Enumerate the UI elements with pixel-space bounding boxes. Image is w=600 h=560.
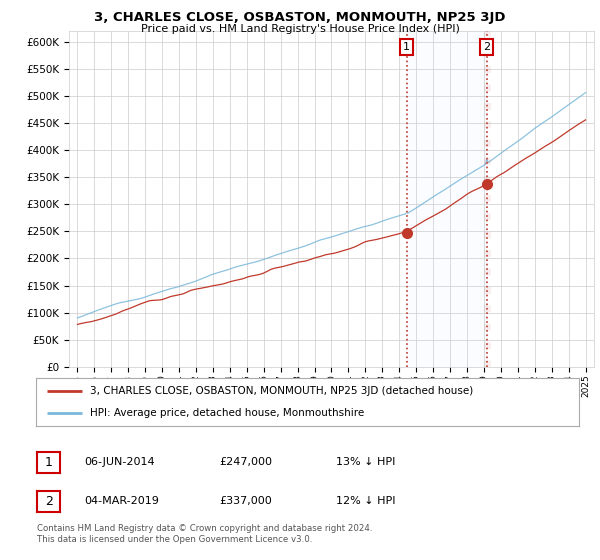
Bar	[407, 31, 487, 367]
Text: HPI: Average price, detached house, Monmouthshire: HPI: Average price, detached house, Monm…	[91, 408, 365, 418]
Text: 1: 1	[44, 456, 53, 469]
Text: 3, CHARLES CLOSE, OSBASTON, MONMOUTH, NP25 3JD: 3, CHARLES CLOSE, OSBASTON, MONMOUTH, NP…	[94, 11, 506, 24]
Text: £337,000: £337,000	[219, 496, 272, 506]
Text: 2: 2	[483, 42, 490, 52]
Text: Price paid vs. HM Land Registry's House Price Index (HPI): Price paid vs. HM Land Registry's House …	[140, 24, 460, 34]
Text: 12% ↓ HPI: 12% ↓ HPI	[336, 496, 395, 506]
Text: 04-MAR-2019: 04-MAR-2019	[84, 496, 159, 506]
Text: £247,000: £247,000	[219, 457, 272, 467]
Text: 06-JUN-2014: 06-JUN-2014	[84, 457, 155, 467]
Text: 1: 1	[403, 42, 410, 52]
Text: 13% ↓ HPI: 13% ↓ HPI	[336, 457, 395, 467]
Text: Contains HM Land Registry data © Crown copyright and database right 2024.
This d: Contains HM Land Registry data © Crown c…	[37, 524, 373, 544]
Text: 3, CHARLES CLOSE, OSBASTON, MONMOUTH, NP25 3JD (detached house): 3, CHARLES CLOSE, OSBASTON, MONMOUTH, NP…	[91, 386, 473, 396]
Text: 2: 2	[44, 495, 53, 508]
